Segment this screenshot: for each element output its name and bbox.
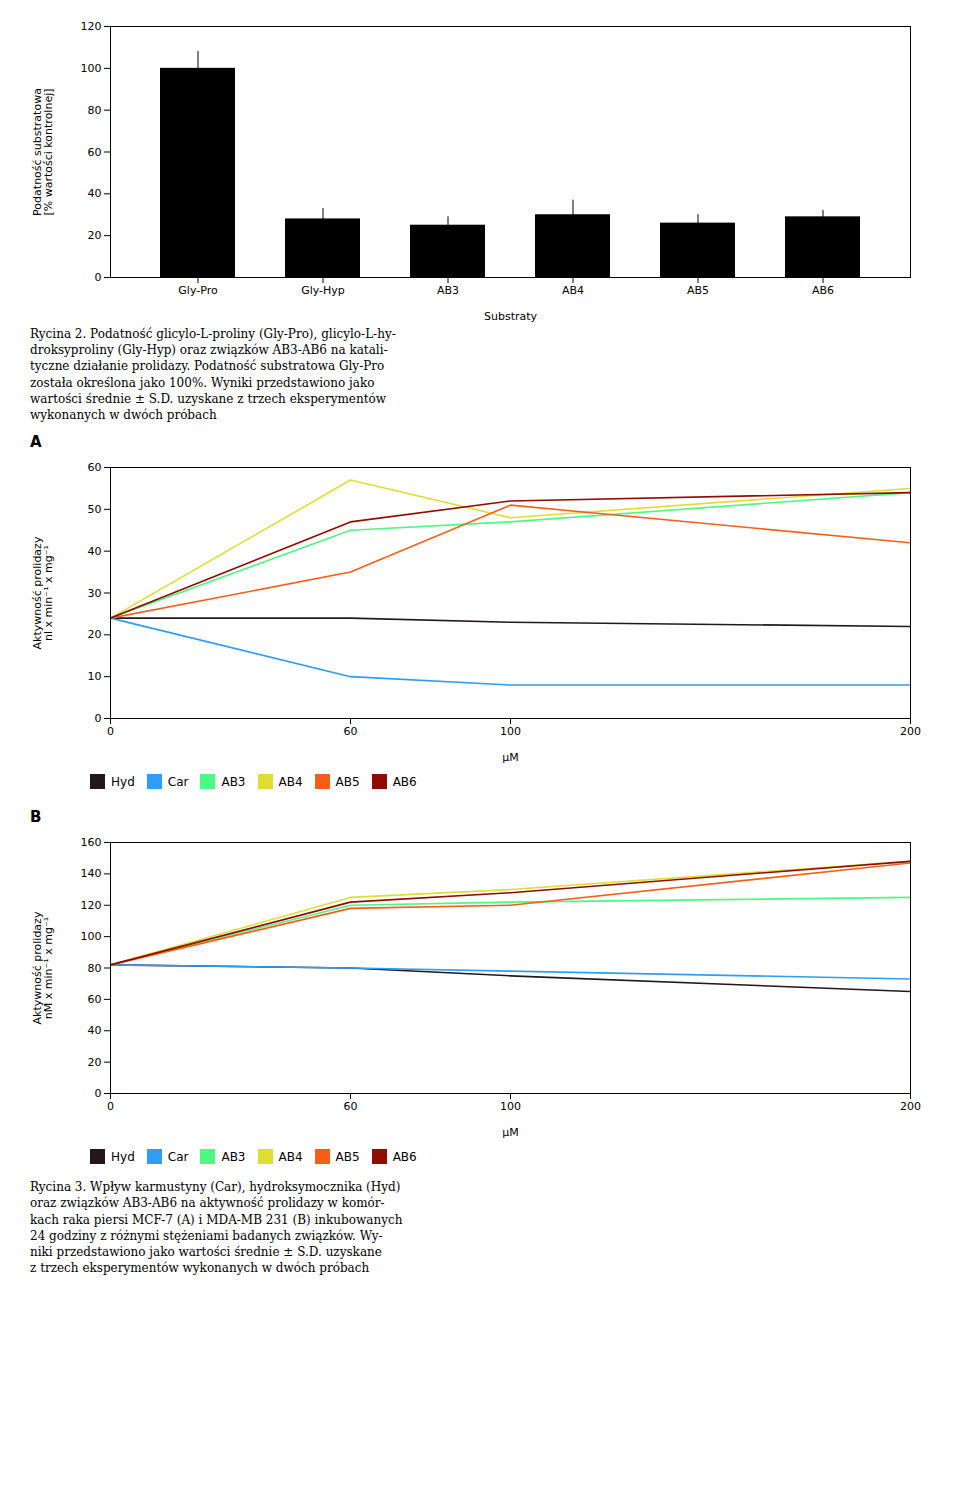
svg-text:80: 80 bbox=[88, 104, 102, 117]
svg-text:100: 100 bbox=[500, 725, 521, 738]
html-text:AB3: AB3 bbox=[221, 1149, 246, 1164]
svg-text:Podatność substratowa[% wartoś: Podatność substratowa[% wartości kontrol… bbox=[31, 88, 55, 216]
svg-text:140: 140 bbox=[81, 868, 102, 881]
svg-text:60: 60 bbox=[88, 146, 102, 159]
svg-text:20: 20 bbox=[88, 1056, 102, 1069]
html-text:AB6: AB6 bbox=[392, 774, 417, 789]
svg-text:100: 100 bbox=[81, 930, 102, 943]
svg-text:AB5: AB5 bbox=[687, 284, 709, 297]
svg-text:50: 50 bbox=[88, 503, 102, 516]
svg-text:100: 100 bbox=[81, 62, 102, 75]
html-text:Car: Car bbox=[167, 774, 189, 789]
html-text:AB6: AB6 bbox=[392, 1149, 417, 1164]
html-text:Rycina 3. Wpływ karmustyny (Ca: Rycina 3. Wpływ karmustyny (Car), hydrok… bbox=[30, 1180, 403, 1276]
html-text:AB5: AB5 bbox=[335, 1149, 360, 1164]
svg-text:120: 120 bbox=[81, 899, 102, 912]
svg-text:Gly-Hyp: Gly-Hyp bbox=[301, 284, 345, 297]
html-text:AB4: AB4 bbox=[278, 1149, 303, 1164]
html-text:A: A bbox=[30, 433, 42, 452]
svg-text:Aktywność prolidazynM x min⁻¹: Aktywność prolidazynM x min⁻¹ x mg⁻¹ bbox=[31, 911, 55, 1024]
svg-text:μM: μM bbox=[502, 1126, 519, 1139]
html-text:Hyd: Hyd bbox=[111, 1149, 135, 1164]
svg-text:Aktywność prolidazynl x min⁻¹: Aktywność prolidazynl x min⁻¹ x mg⁻¹ bbox=[31, 536, 55, 649]
svg-text:60: 60 bbox=[344, 1100, 358, 1113]
svg-text:AB3: AB3 bbox=[437, 284, 459, 297]
html-text:Rycina 2. Podatność glicylo-L-: Rycina 2. Podatność glicylo-L-proliny (G… bbox=[30, 327, 396, 422]
svg-text:40: 40 bbox=[88, 187, 102, 200]
svg-text:200: 200 bbox=[900, 725, 921, 738]
svg-text:60: 60 bbox=[344, 725, 358, 738]
svg-text:60: 60 bbox=[88, 993, 102, 1006]
svg-text:AB6: AB6 bbox=[812, 284, 834, 297]
svg-text:40: 40 bbox=[88, 545, 102, 558]
html-text:Hyd: Hyd bbox=[111, 774, 135, 789]
svg-text:20: 20 bbox=[88, 628, 102, 641]
svg-text:80: 80 bbox=[88, 962, 102, 975]
html-text:B: B bbox=[30, 808, 42, 827]
svg-text:0: 0 bbox=[95, 271, 102, 284]
svg-text:40: 40 bbox=[88, 1024, 102, 1037]
svg-text:20: 20 bbox=[88, 229, 102, 242]
svg-text:160: 160 bbox=[81, 836, 102, 849]
svg-text:0: 0 bbox=[95, 712, 102, 725]
svg-text:Substraty: Substraty bbox=[484, 310, 538, 323]
svg-text:0: 0 bbox=[95, 1087, 102, 1100]
html-text:AB3: AB3 bbox=[221, 774, 246, 789]
svg-text:120: 120 bbox=[81, 20, 102, 33]
html-text:Car: Car bbox=[167, 1149, 189, 1164]
svg-text:200: 200 bbox=[900, 1100, 921, 1113]
svg-text:30: 30 bbox=[88, 587, 102, 600]
svg-text:60: 60 bbox=[88, 461, 102, 474]
svg-text:0: 0 bbox=[107, 725, 114, 738]
html-text:AB4: AB4 bbox=[278, 774, 303, 789]
svg-text:AB4: AB4 bbox=[562, 284, 584, 297]
svg-text:μM: μM bbox=[502, 751, 519, 764]
svg-text:10: 10 bbox=[88, 670, 102, 683]
html-text:AB5: AB5 bbox=[335, 774, 360, 789]
svg-text:Gly-Pro: Gly-Pro bbox=[178, 284, 218, 297]
svg-text:100: 100 bbox=[500, 1100, 521, 1113]
svg-text:0: 0 bbox=[107, 1100, 114, 1113]
